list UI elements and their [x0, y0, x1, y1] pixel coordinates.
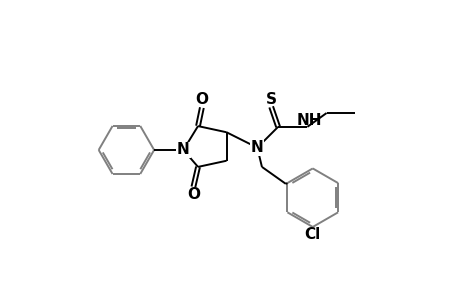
Text: Cl: Cl: [304, 227, 320, 242]
Text: N: N: [251, 140, 263, 155]
Text: S: S: [265, 92, 276, 107]
Text: O: O: [186, 187, 200, 202]
Text: O: O: [195, 92, 208, 107]
Text: NH: NH: [296, 113, 322, 128]
Text: N: N: [177, 142, 190, 158]
